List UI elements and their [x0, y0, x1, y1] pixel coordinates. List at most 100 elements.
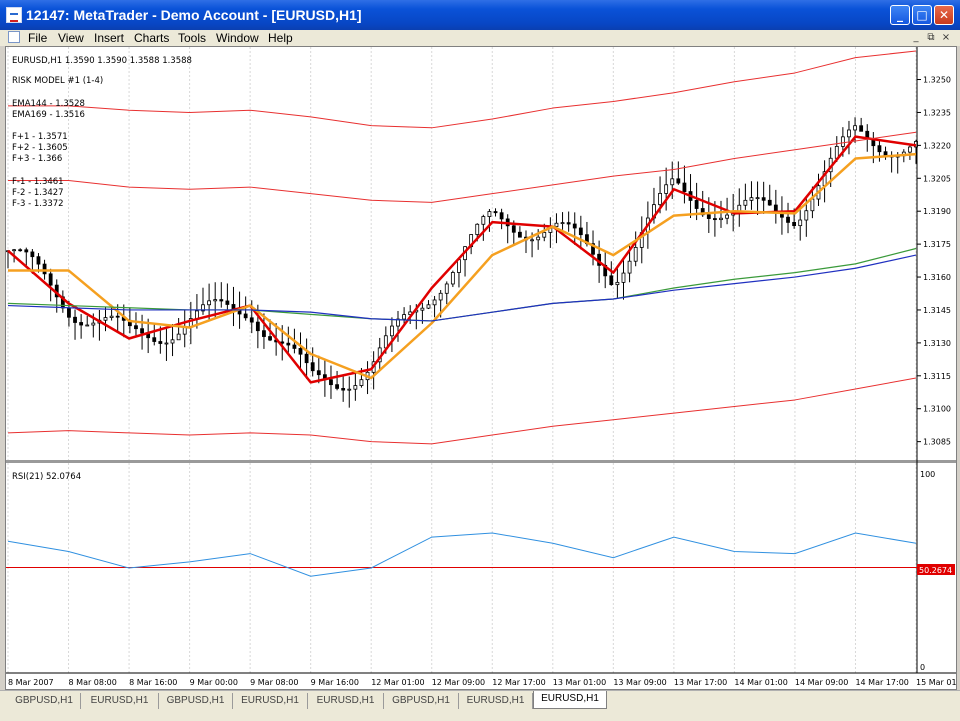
- time-tick-label: 13 Mar 01:00: [553, 678, 606, 687]
- price-tick-label: 1.3190: [923, 207, 951, 216]
- tab-eurusd-h1[interactable]: EURUSD,H1: [459, 693, 533, 709]
- tab-eurusd-h1[interactable]: EURUSD,H1: [233, 693, 308, 709]
- candle-body: [30, 251, 35, 258]
- menu-charts[interactable]: Charts: [134, 31, 170, 45]
- tab-eurusd-h1-active[interactable]: EURUSD,H1: [533, 691, 607, 709]
- time-tick-label: 13 Mar 17:00: [674, 678, 727, 687]
- candle-body: [719, 217, 723, 221]
- candle-body: [219, 299, 224, 302]
- lower-envelope-line: [7, 377, 917, 445]
- candle-body: [225, 300, 230, 305]
- candle-body: [176, 333, 181, 341]
- candle-body: [353, 385, 358, 390]
- time-tick-label: 9 Mar 00:00: [190, 678, 238, 687]
- mdi-minimize-button[interactable]: _: [913, 32, 919, 43]
- price-tick-label: 1.3250: [923, 76, 951, 85]
- candle-body: [24, 249, 29, 253]
- time-tick-label: 14 Mar 09:00: [795, 678, 848, 687]
- candle-body: [268, 336, 272, 341]
- candle-body: [578, 227, 583, 236]
- price-tick-label: 1.3100: [923, 405, 951, 414]
- candle-body: [444, 283, 449, 294]
- candle-body: [457, 259, 461, 273]
- candle-body: [572, 223, 577, 229]
- candle-body: [517, 231, 522, 238]
- fib-plus1-label: F+1 - 1.3571: [12, 132, 68, 142]
- candle-body: [12, 249, 16, 252]
- close-button[interactable]: ✕: [934, 5, 954, 25]
- ema-slow-line: [8, 152, 917, 380]
- candle-body: [609, 275, 614, 286]
- minimize-button[interactable]: _: [890, 5, 910, 25]
- candle-body: [633, 247, 638, 262]
- candle-body: [329, 379, 333, 386]
- candle-body: [530, 239, 534, 242]
- candle-body: [536, 236, 541, 241]
- candle-body: [347, 388, 352, 391]
- menu-window[interactable]: Window: [216, 31, 259, 45]
- ema169-line: [7, 254, 917, 322]
- pane-divider[interactable]: [6, 460, 956, 463]
- window-title: 12147: MetaTrader - Demo Account - [EURU…: [26, 7, 362, 23]
- title-bar: 12147: MetaTrader - Demo Account - [EURU…: [0, 0, 960, 30]
- menu-tools[interactable]: Tools: [178, 31, 207, 45]
- candle-body: [773, 204, 778, 212]
- time-tick-label: 8 Mar 2007: [8, 678, 54, 687]
- time-tick-label: 9 Mar 16:00: [311, 678, 359, 687]
- candle-body: [36, 256, 41, 265]
- fib-minus1-label: F-1 - 1.3461: [12, 177, 64, 187]
- tab-gbpusd-h1[interactable]: GBPUSD,H1: [384, 693, 459, 709]
- time-tick-label: 13 Mar 09:00: [613, 678, 666, 687]
- candle-body: [725, 214, 729, 219]
- candle-body: [383, 335, 388, 349]
- candle-body: [42, 263, 47, 275]
- ema169-label: EMA169 - 1.3516: [12, 110, 85, 120]
- candle-body: [542, 232, 547, 238]
- chart-window[interactable]: 1.3250 1.3235 1.3220 1.3205 1.3190 1.3175 1.31…: [5, 46, 957, 690]
- tab-gbpusd-h1[interactable]: GBPUSD,H1: [8, 693, 81, 709]
- mdi-close-button[interactable]: ×: [941, 32, 951, 43]
- candle-body: [493, 211, 498, 214]
- candle-body: [91, 322, 96, 326]
- menu-insert[interactable]: Insert: [94, 31, 125, 45]
- candle-body: [481, 216, 486, 225]
- candle-body: [908, 146, 912, 153]
- time-tick-label: 9 Mar 08:00: [250, 678, 298, 687]
- candle-body: [79, 322, 84, 326]
- tab-eurusd-h1[interactable]: EURUSD,H1: [81, 693, 159, 709]
- candle-body: [316, 370, 321, 376]
- candle-body: [207, 300, 212, 306]
- candle-body: [396, 318, 400, 327]
- candle-body: [475, 223, 480, 235]
- candle-body: [438, 292, 443, 301]
- price-chart[interactable]: 1.3250 1.3235 1.3220 1.3205 1.3190 1.3175 1.31…: [6, 47, 956, 689]
- candle-body: [67, 307, 71, 318]
- tab-gbpusd-h1[interactable]: GBPUSD,H1: [159, 693, 233, 709]
- ema-fast-line: [7, 135, 917, 384]
- menu-view[interactable]: View: [58, 31, 84, 45]
- price-tick-label: 1.3130: [923, 339, 951, 348]
- candle-body: [341, 388, 346, 391]
- candle-body: [213, 299, 218, 302]
- tab-eurusd-h1[interactable]: EURUSD,H1: [308, 693, 384, 709]
- candle-body: [487, 211, 492, 217]
- candle-body: [450, 272, 455, 285]
- menu-file[interactable]: File: [28, 31, 48, 45]
- candle-body: [195, 310, 199, 319]
- menu-help[interactable]: Help: [268, 31, 293, 45]
- mdi-restore-button[interactable]: ⧉: [927, 32, 935, 43]
- candle-body: [712, 218, 717, 221]
- candle-body: [700, 208, 705, 216]
- chart-window-icon[interactable]: [8, 31, 20, 43]
- candle-body: [694, 200, 699, 209]
- rsi-axis-min: 0: [920, 663, 925, 672]
- maximize-button[interactable]: □: [912, 5, 932, 25]
- rsi-level-badge: [917, 564, 955, 575]
- price-tick-label: 1.3220: [923, 141, 951, 150]
- fib-plus3-label: F+3 - 1.366: [12, 154, 62, 164]
- candle-body: [767, 199, 772, 206]
- candle-body: [706, 214, 711, 219]
- candle-body: [262, 330, 266, 337]
- time-tick-label: 15 Mar 01:00: [916, 678, 956, 687]
- candle-body: [658, 192, 662, 206]
